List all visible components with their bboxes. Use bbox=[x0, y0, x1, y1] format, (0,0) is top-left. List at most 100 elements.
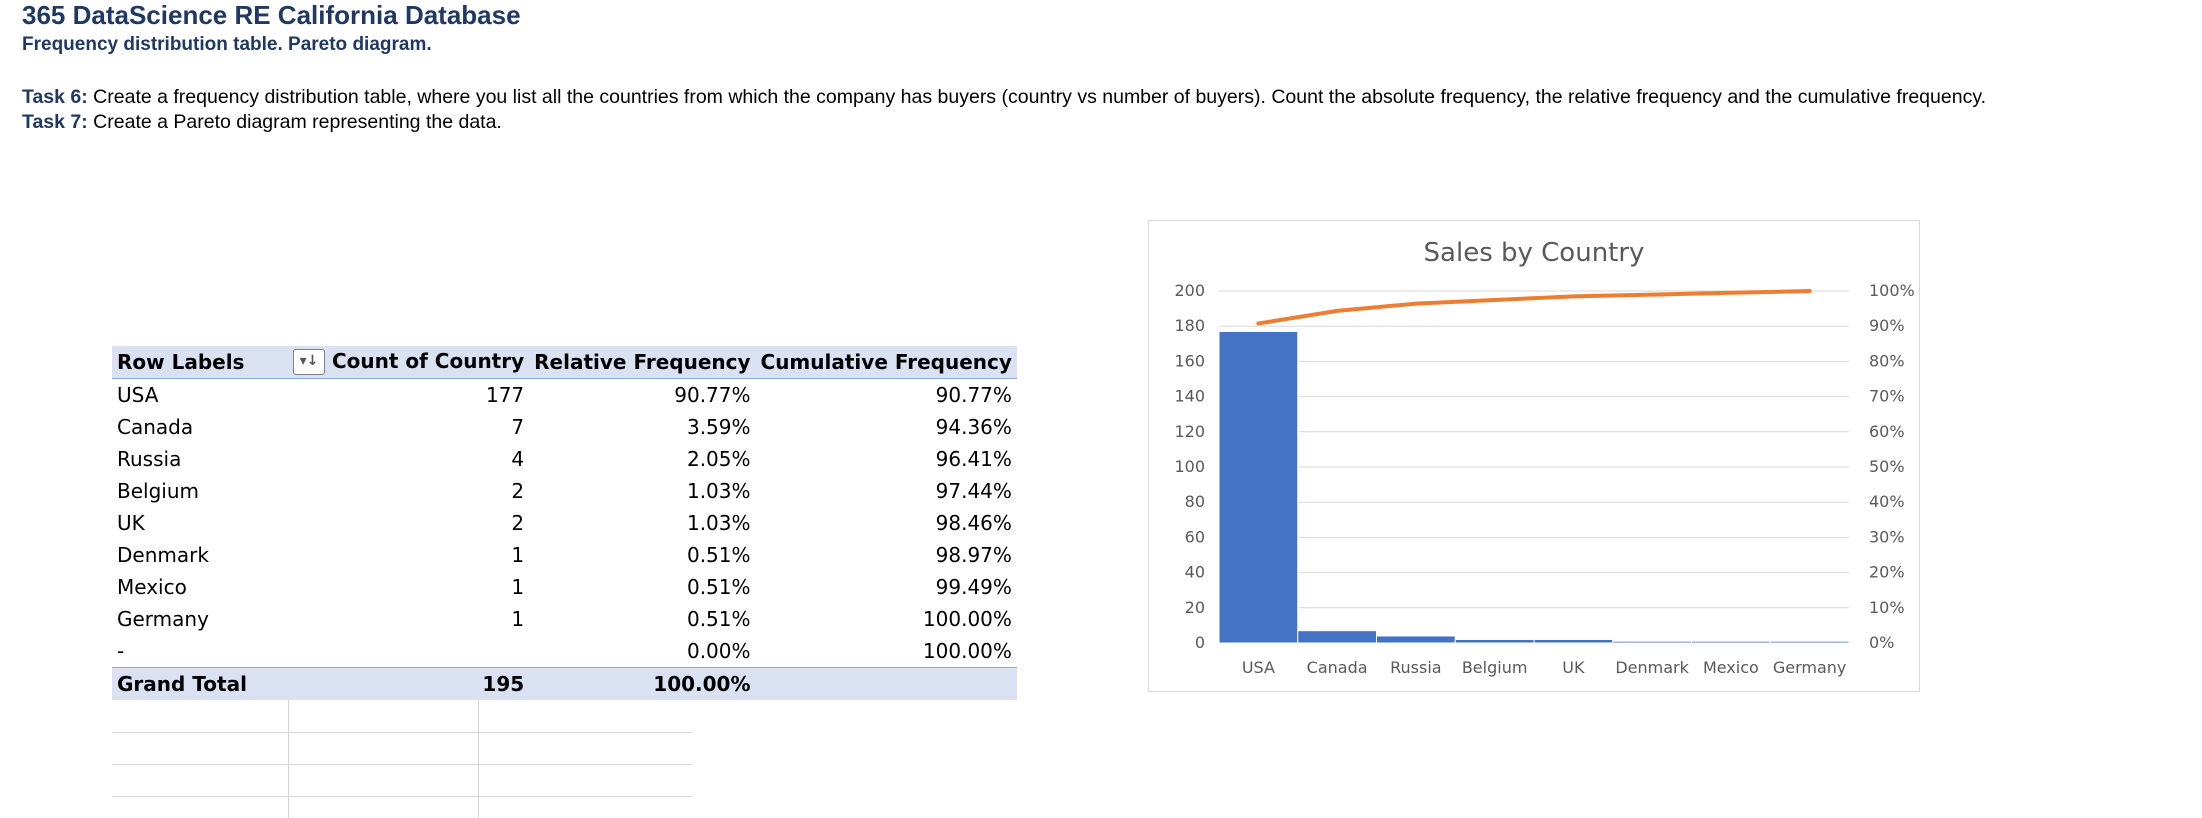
bar bbox=[1376, 635, 1456, 644]
relative-frequency-cell[interactable]: 2.05% bbox=[686, 447, 751, 471]
x-tick-label: Germany bbox=[1773, 658, 1847, 677]
relative-frequency-cell[interactable]: 1.03% bbox=[686, 479, 751, 503]
y-tick-label: 60 bbox=[1185, 527, 1205, 546]
table-row[interactable]: UK 2 1.03% 98.46% bbox=[112, 507, 1017, 539]
y-tick-label: 160 bbox=[1174, 351, 1205, 370]
relative-frequency-cell[interactable]: 0.51% bbox=[686, 543, 751, 567]
country-cell[interactable]: Mexico bbox=[117, 575, 187, 599]
cumulative-frequency-cell[interactable]: 98.46% bbox=[935, 511, 1012, 535]
cumulative-frequency-cell[interactable]: 97.44% bbox=[935, 479, 1012, 503]
count-cell[interactable]: 2 bbox=[511, 511, 525, 535]
cumulative-frequency-cell[interactable]: 100.00% bbox=[922, 607, 1012, 631]
count-cell[interactable]: 177 bbox=[485, 383, 525, 407]
bar bbox=[1297, 630, 1377, 644]
country-cell[interactable]: Denmark bbox=[117, 543, 209, 567]
cumulative-frequency-cell[interactable]: 99.49% bbox=[935, 575, 1012, 599]
y2-tick-label: 90% bbox=[1869, 316, 1905, 335]
y-tick-label: 120 bbox=[1174, 422, 1205, 441]
relative-frequency-cell[interactable]: 1.03% bbox=[686, 511, 751, 535]
y-tick-label: 140 bbox=[1174, 387, 1205, 406]
y2-tick-label: 10% bbox=[1869, 598, 1905, 617]
bar bbox=[1218, 330, 1299, 644]
cumulative-frequency-cell[interactable]: 98.97% bbox=[935, 543, 1012, 567]
header-row-labels: Row Labels bbox=[112, 346, 288, 379]
country-cell[interactable]: Germany bbox=[117, 607, 209, 631]
grand-total-relative[interactable]: 100.00% bbox=[529, 667, 756, 700]
cumulative-frequency-cell[interactable]: 96.41% bbox=[935, 447, 1012, 471]
count-cell[interactable]: 2 bbox=[511, 479, 525, 503]
relative-frequency-cell[interactable]: 0.00% bbox=[686, 639, 751, 663]
table-row[interactable]: Belgium 2 1.03% 97.44% bbox=[112, 475, 1017, 507]
y2-tick-label: 70% bbox=[1869, 387, 1905, 406]
table-row[interactable]: Mexico 1 0.51% 99.49% bbox=[112, 571, 1017, 603]
table-row[interactable]: - 0.00% 100.00% bbox=[112, 635, 1017, 668]
count-cell[interactable]: 4 bbox=[511, 447, 525, 471]
x-tick-label: Mexico bbox=[1703, 658, 1759, 677]
count-cell[interactable]: 1 bbox=[511, 543, 525, 567]
page-subtitle: Frequency distribution table. Pareto dia… bbox=[22, 34, 432, 55]
x-tick-label: Russia bbox=[1390, 658, 1441, 677]
x-tick-label: UK bbox=[1562, 658, 1585, 677]
table-row[interactable]: Canada 7 3.59% 94.36% bbox=[112, 411, 1017, 443]
count-cell[interactable] bbox=[288, 635, 529, 668]
relative-frequency-cell[interactable]: 3.59% bbox=[686, 415, 751, 439]
grand-total-label[interactable]: Grand Total bbox=[112, 667, 288, 700]
y-tick-label: 40 bbox=[1185, 563, 1205, 582]
page-title: 365 DataScience RE California Database bbox=[22, 0, 521, 30]
x-tick-label: Belgium bbox=[1462, 658, 1528, 677]
grand-total-cumulative[interactable] bbox=[755, 667, 1017, 700]
y-tick-label: 200 bbox=[1174, 281, 1205, 300]
x-tick-label: Canada bbox=[1307, 658, 1368, 677]
task-7-label: Task 7: bbox=[22, 111, 88, 133]
count-cell[interactable]: 7 bbox=[511, 415, 525, 439]
chart-title: Sales by Country bbox=[1424, 238, 1645, 268]
country-cell[interactable]: - bbox=[117, 639, 125, 663]
filter-sort-icon[interactable]: ▾↓ bbox=[293, 349, 325, 376]
table-row[interactable]: Denmark 1 0.51% 98.97% bbox=[112, 539, 1017, 571]
cumulative-frequency-cell[interactable]: 90.77% bbox=[935, 383, 1012, 407]
cumulative-frequency-cell[interactable]: 100.00% bbox=[922, 639, 1012, 663]
country-cell[interactable]: USA bbox=[117, 383, 159, 407]
y2-tick-label: 80% bbox=[1869, 351, 1905, 370]
table-row[interactable]: Germany 1 0.51% 100.00% bbox=[112, 603, 1017, 635]
cumulative-frequency-cell[interactable]: 94.36% bbox=[935, 415, 1012, 439]
y2-tick-label: 60% bbox=[1869, 422, 1905, 441]
y2-tick-label: 30% bbox=[1869, 527, 1905, 546]
bar bbox=[1769, 640, 1850, 644]
pivot-header-row: Row Labels ▾↓ Count of Country Relative … bbox=[112, 346, 1017, 379]
pareto-chart[interactable]: Sales by Country 0 20 40 60 80 100 120 140 160 18… bbox=[1148, 220, 1920, 692]
y2-tick-label: 0% bbox=[1869, 633, 1894, 652]
country-cell[interactable]: Belgium bbox=[117, 479, 199, 503]
bar bbox=[1612, 640, 1692, 644]
y2-tick-label: 100% bbox=[1869, 281, 1915, 300]
bar bbox=[1454, 638, 1535, 644]
cumulative-line bbox=[1256, 289, 1812, 326]
country-cell[interactable]: Russia bbox=[117, 447, 182, 471]
count-cell[interactable]: 1 bbox=[511, 607, 525, 631]
relative-frequency-cell[interactable]: 0.51% bbox=[686, 575, 751, 599]
relative-frequency-cell[interactable]: 90.77% bbox=[674, 383, 751, 407]
relative-frequency-cell[interactable]: 0.51% bbox=[686, 607, 751, 631]
task-7: Task 7: Create a Pareto diagram represen… bbox=[22, 111, 502, 134]
country-cell[interactable]: UK bbox=[117, 511, 145, 535]
sheet-gridlines bbox=[112, 700, 692, 818]
y2-tick-label: 20% bbox=[1869, 563, 1905, 582]
task-7-text: Create a Pareto diagram representing the… bbox=[87, 111, 502, 133]
grand-total-row[interactable]: Grand Total 195 100.00% bbox=[112, 667, 1017, 700]
header-count-of-country: ▾↓ Count of Country bbox=[288, 346, 530, 379]
task-6-label: Task 6: bbox=[22, 86, 88, 108]
country-cell[interactable]: Canada bbox=[117, 415, 194, 439]
y-tick-label: 80 bbox=[1185, 492, 1205, 511]
table-row[interactable]: USA 177 90.77% 90.77% bbox=[112, 379, 1017, 412]
header-cumulative-frequency: Cumulative Frequency bbox=[755, 346, 1017, 379]
x-tick-label: USA bbox=[1242, 658, 1275, 677]
pivot-table: Row Labels ▾↓ Count of Country Relative … bbox=[112, 346, 1017, 700]
x-tick-label: Denmark bbox=[1615, 658, 1689, 677]
table-row[interactable]: Russia 4 2.05% 96.41% bbox=[112, 443, 1017, 475]
y-tick-label: 0 bbox=[1195, 633, 1205, 652]
grand-total-count[interactable]: 195 bbox=[288, 667, 530, 700]
bar bbox=[1691, 640, 1771, 644]
y-tick-label: 180 bbox=[1174, 316, 1205, 335]
y2-tick-label: 40% bbox=[1869, 492, 1905, 511]
count-cell[interactable]: 1 bbox=[511, 575, 525, 599]
